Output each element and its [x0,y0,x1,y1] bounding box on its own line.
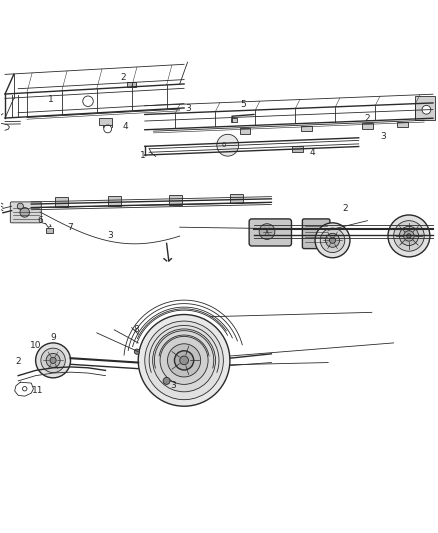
Circle shape [41,348,65,373]
Text: 10: 10 [30,342,41,351]
Circle shape [46,353,60,367]
Circle shape [174,351,194,370]
Bar [99,118,112,125]
FancyBboxPatch shape [249,219,291,246]
Circle shape [259,224,275,239]
Circle shape [399,227,419,246]
Text: 3: 3 [107,231,113,240]
Bar [230,193,243,203]
Text: 3: 3 [186,104,191,113]
Text: 2: 2 [343,204,349,213]
Circle shape [163,377,170,384]
Circle shape [167,344,201,377]
Text: 2: 2 [365,114,370,123]
Circle shape [320,228,345,253]
Bar [301,126,311,131]
Text: 4: 4 [122,122,128,131]
Bar [108,196,121,206]
Circle shape [422,106,431,114]
Bar [362,124,373,128]
FancyBboxPatch shape [302,219,330,248]
Text: 4: 4 [310,149,316,157]
Text: 0: 0 [222,142,226,148]
Bar [397,122,408,127]
Circle shape [407,234,411,238]
Text: 11: 11 [32,386,43,395]
Circle shape [152,329,215,392]
Circle shape [145,321,223,400]
Circle shape [217,134,239,156]
Text: 8: 8 [133,325,139,334]
Text: 7: 7 [68,223,74,232]
Circle shape [22,386,27,391]
Bar [127,82,136,87]
Text: 2: 2 [120,74,126,83]
Circle shape [325,233,339,247]
FancyBboxPatch shape [11,202,41,223]
Text: 3: 3 [170,381,176,390]
Bar [240,128,251,134]
Circle shape [35,343,71,378]
Bar [169,195,182,205]
Text: 9: 9 [50,333,56,342]
Circle shape [404,231,414,241]
Circle shape [160,336,208,384]
Circle shape [20,207,29,217]
Text: 2: 2 [15,357,21,366]
Bar [292,146,303,152]
Bar [416,96,435,120]
Text: 1: 1 [48,95,54,104]
Circle shape [315,223,350,258]
Text: 1: 1 [140,151,145,160]
Text: 6: 6 [37,216,43,225]
Bar [55,198,68,207]
Circle shape [134,349,140,354]
Circle shape [17,203,23,209]
Circle shape [388,215,430,257]
Circle shape [138,314,230,406]
Circle shape [83,96,93,107]
Circle shape [50,357,56,364]
Circle shape [329,237,336,244]
Bar [231,118,237,122]
Circle shape [394,221,424,251]
Text: 5: 5 [240,100,246,109]
Bar [46,228,53,233]
Text: 3: 3 [380,132,385,141]
Circle shape [180,356,188,365]
